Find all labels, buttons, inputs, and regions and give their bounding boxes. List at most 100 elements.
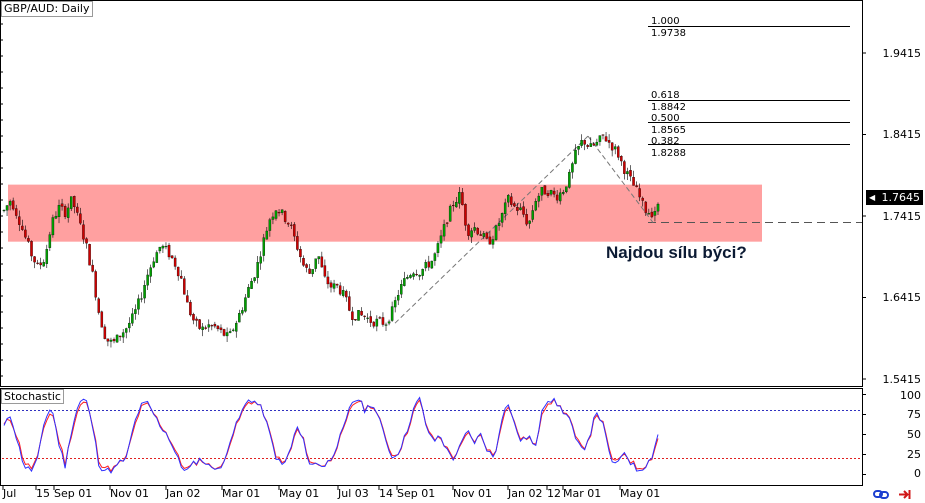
time-axis-label: May 01: [279, 487, 320, 500]
candle-body: [461, 192, 464, 206]
candle-body: [118, 335, 122, 338]
candle-body: [613, 146, 617, 150]
candle-body: [617, 146, 620, 158]
candle-body: [632, 177, 635, 186]
candle-body: [128, 322, 131, 329]
candle-body: [198, 319, 201, 329]
candle-body: [345, 290, 348, 298]
candle-body: [79, 213, 82, 224]
candle-body: [88, 244, 91, 266]
candle-body: [216, 325, 220, 330]
candle-body: [262, 237, 266, 256]
candle-body: [158, 246, 162, 252]
candle-body: [549, 190, 553, 195]
candle-body: [531, 210, 534, 220]
candle-body: [302, 258, 305, 266]
candle-body: [433, 253, 437, 261]
candle-body: [378, 317, 382, 319]
candle-body: [396, 295, 400, 301]
candle-body: [271, 216, 275, 220]
candle-body: [574, 149, 577, 164]
candle-body: [173, 257, 177, 267]
time-axis-label: May 01: [620, 487, 661, 500]
candle-body: [629, 170, 632, 177]
candle-body: [259, 256, 262, 264]
candle-body: [103, 326, 107, 339]
candle-body: [592, 143, 596, 146]
candle-body: [329, 282, 333, 288]
fib-price-0382: 1.8288: [651, 148, 686, 159]
candle-body: [51, 217, 55, 236]
candle-body: [598, 135, 602, 142]
candle-body: [85, 238, 88, 244]
candle-body: [528, 220, 531, 224]
price-axis-label: 1.8415: [882, 128, 922, 141]
candle-body: [244, 297, 247, 312]
candle-body: [470, 230, 473, 238]
candle-body: [170, 255, 174, 259]
candle-body: [183, 278, 186, 295]
candle-body: [552, 190, 556, 195]
candle-body: [201, 326, 204, 331]
candle-body: [30, 241, 33, 257]
fib-ratio-1000: 1.000: [651, 16, 680, 27]
candle-body: [164, 246, 168, 248]
candle-body: [510, 196, 513, 205]
time-axis-label: Nov 01: [110, 487, 149, 500]
time-axis-label: Jul: [3, 487, 17, 500]
candle-body: [308, 268, 311, 274]
chain-link-icon[interactable]: [873, 488, 889, 501]
candle-body: [503, 202, 507, 215]
candle-body: [195, 318, 198, 321]
candle-body: [112, 339, 116, 342]
candle-body: [76, 206, 79, 213]
candle-body: [577, 146, 580, 150]
candle-body: [21, 225, 24, 230]
candle-body: [225, 332, 229, 337]
candle-body: [369, 316, 372, 323]
stoch-k-line: [3, 396, 659, 474]
candle-body: [57, 205, 61, 218]
candle-body: [448, 205, 452, 222]
candle-body: [494, 225, 498, 240]
candle-body: [482, 233, 486, 237]
candle-body: [192, 314, 195, 321]
candle-body: [601, 134, 605, 136]
candle-body: [583, 140, 586, 145]
candle-body: [60, 203, 64, 207]
time-axis-label: Sep 01: [397, 487, 436, 500]
fib-trendline: [394, 135, 589, 324]
candle-body: [247, 287, 250, 298]
candle-body: [311, 269, 314, 275]
candle-body: [18, 216, 21, 225]
price-axis-label: 1.6415: [882, 291, 922, 304]
candle-body: [66, 207, 70, 218]
candle-body: [286, 222, 290, 225]
candle-body: [412, 273, 415, 277]
stoch-axis-label: 75: [907, 408, 921, 421]
candle-body: [54, 215, 58, 219]
candle-body: [485, 232, 489, 239]
candle-body: [400, 284, 403, 295]
candle-body: [644, 201, 648, 213]
time-axis-label: Mar 01: [222, 487, 261, 500]
candle-body: [152, 261, 155, 268]
candle-body: [82, 224, 85, 240]
candle-body: [445, 222, 449, 224]
time-axis-label: Nov 01: [453, 487, 492, 500]
fib-price-0500: 1.8565: [651, 125, 686, 136]
candle-body: [265, 230, 269, 240]
candle-body: [91, 264, 94, 272]
exit-arrow-icon[interactable]: [897, 488, 911, 501]
candle-body: [296, 236, 299, 250]
fib-ratio-0618: 0.618: [651, 90, 680, 101]
stoch-axis-label: 25: [907, 448, 921, 461]
candle-body: [106, 338, 110, 342]
candle-body: [421, 268, 424, 276]
stoch-axis-label: 100: [900, 389, 921, 402]
candle-body: [100, 311, 104, 328]
candle-body: [124, 328, 128, 333]
candle-body: [73, 196, 76, 208]
fib-price-0618: 1.8842: [651, 102, 686, 113]
candle-body: [522, 206, 525, 215]
